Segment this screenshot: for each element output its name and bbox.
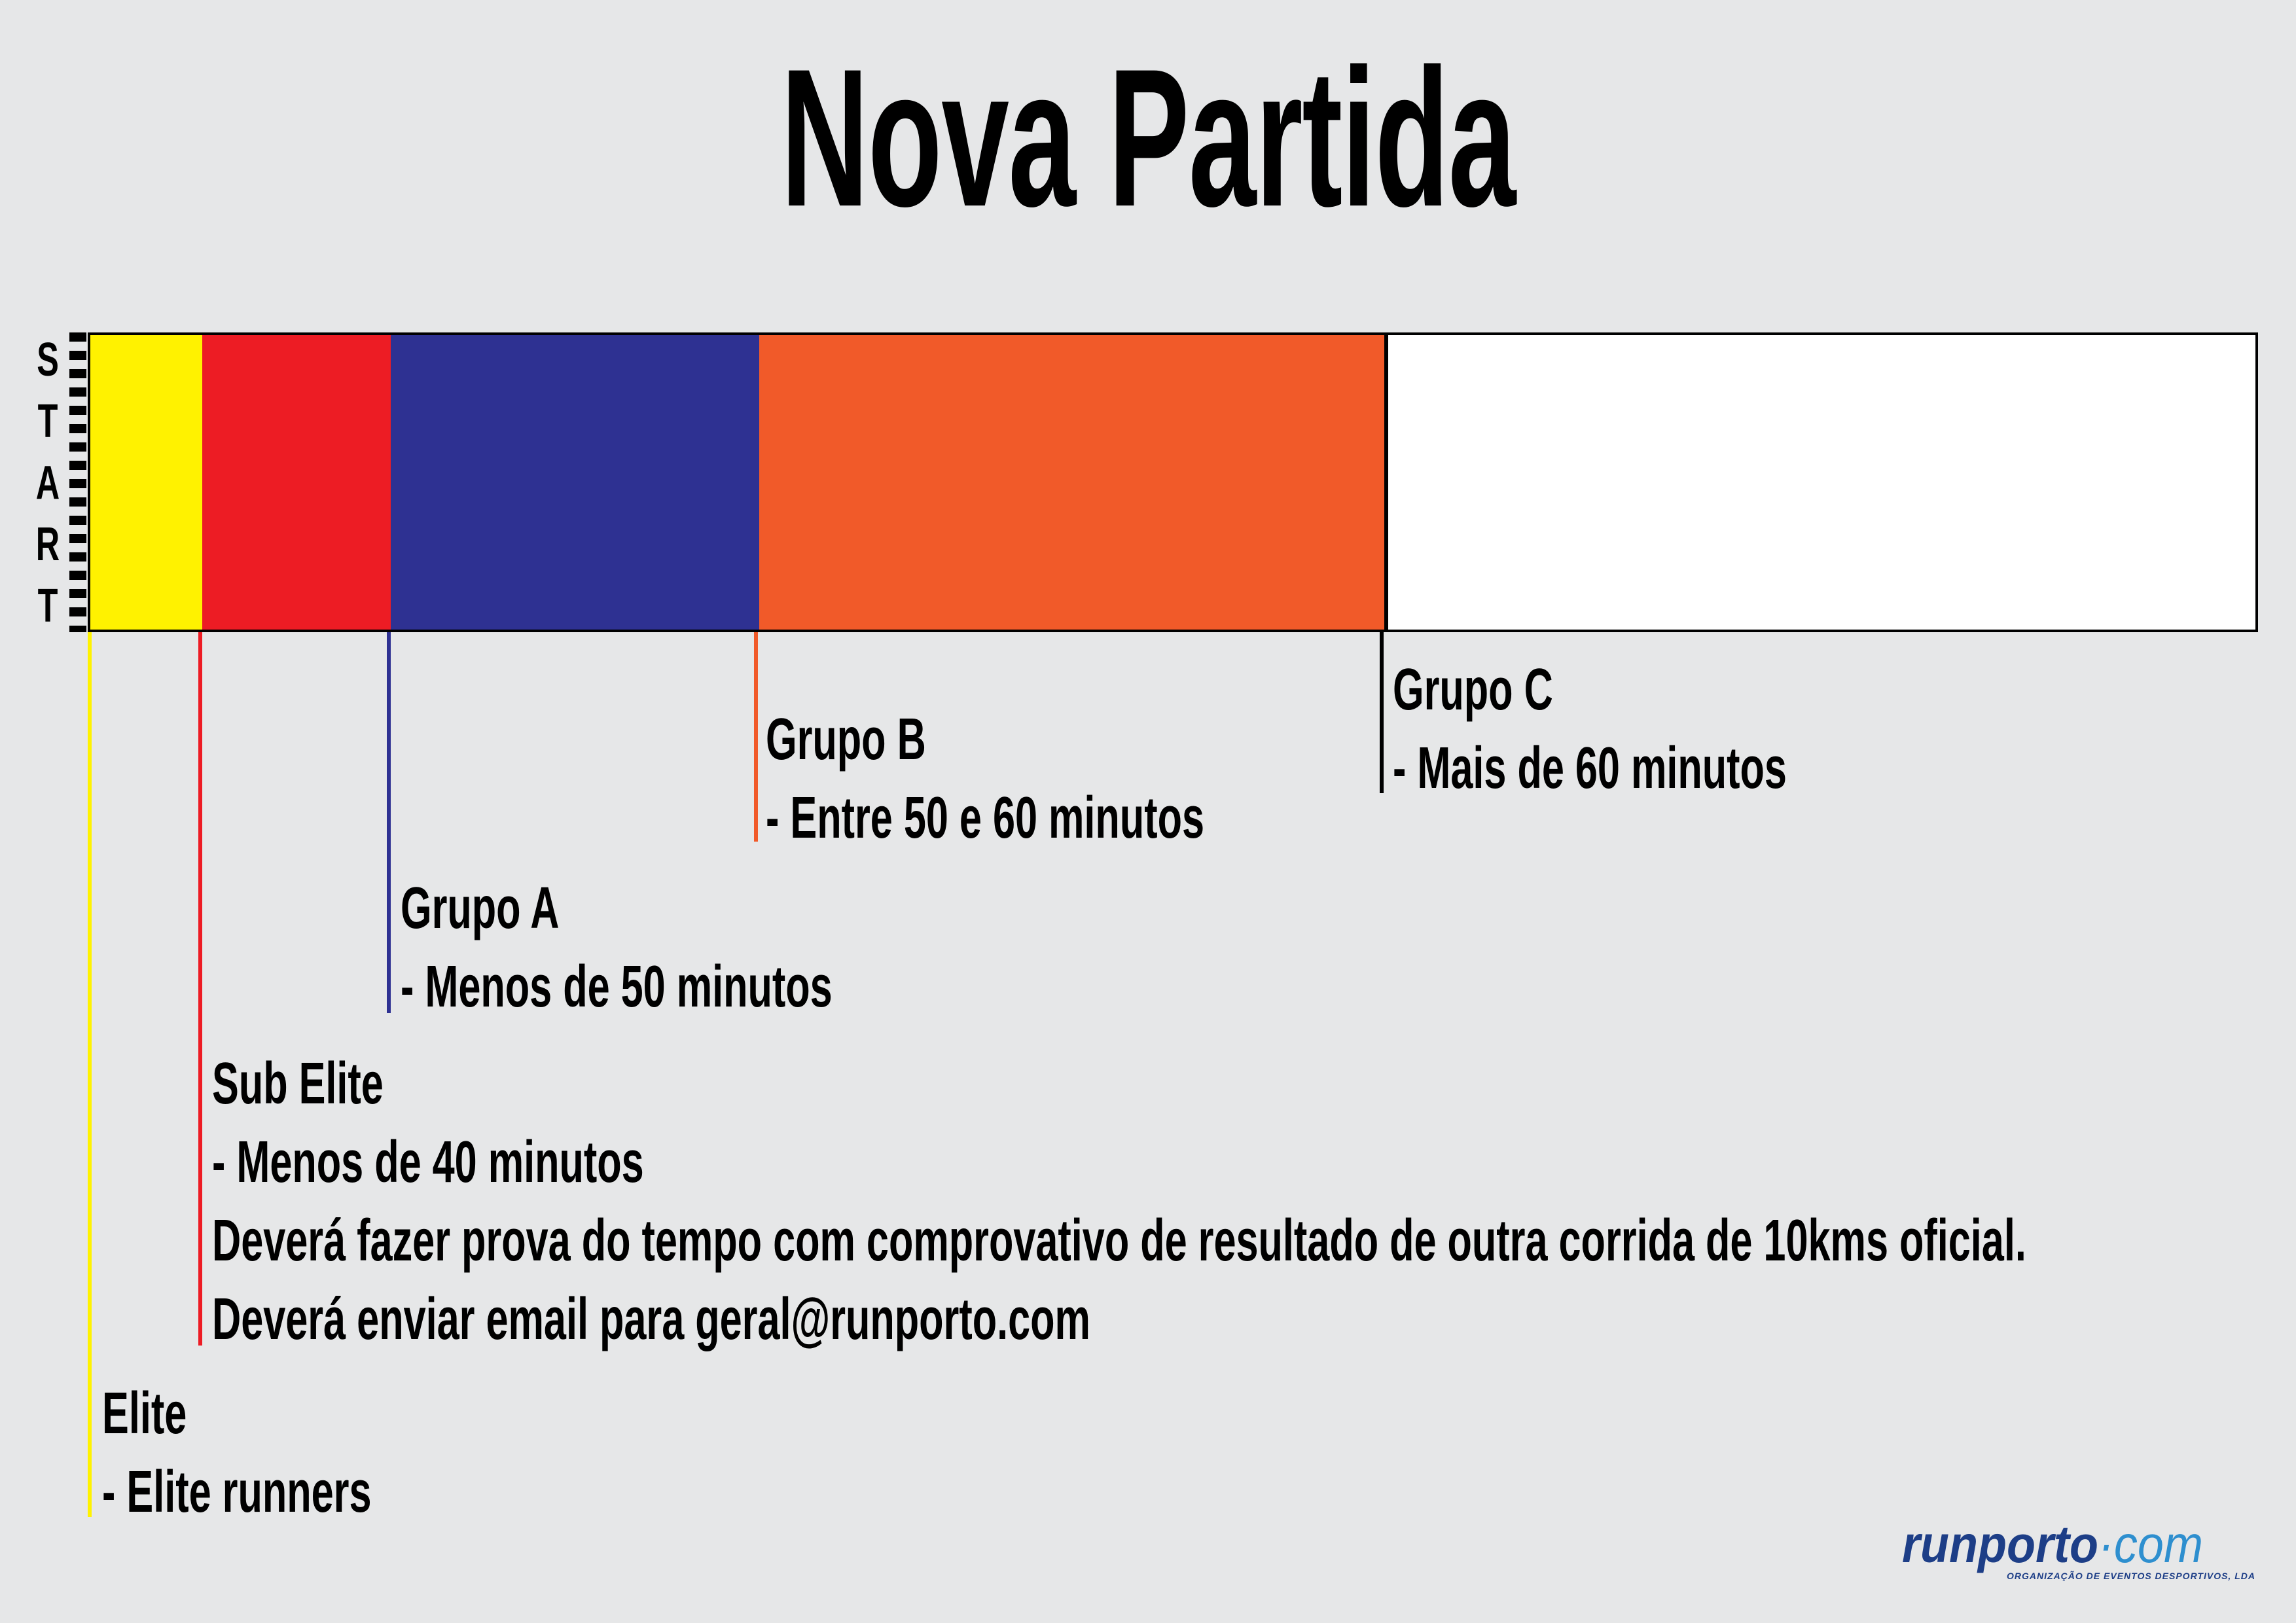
connector-line-grupo-c: [1380, 632, 1384, 793]
label-grupo-c: Grupo C - Mais de 60 minutos: [1393, 651, 1787, 808]
logo-dotcom: ·com: [2098, 1515, 2203, 1573]
connector-line-elite: [88, 632, 92, 1517]
group-description: - Elite runners: [102, 1459, 372, 1525]
start-letter: T: [37, 580, 58, 632]
start-line-marker: [69, 332, 86, 632]
group-description: - Entre 50 e 60 minutos: [766, 785, 1205, 851]
group-requirement: Deverá enviar email para geral@runporto.…: [212, 1287, 1090, 1352]
group-name: Elite: [102, 1381, 187, 1446]
connector-line-grupo-a: [387, 632, 391, 1013]
group-name: Grupo C: [1393, 657, 1553, 722]
label-grupo-b: Grupo B - Entre 50 e 60 minutos: [766, 700, 1204, 857]
page-title: Nova Partida: [780, 27, 1516, 247]
group-name: Sub Elite: [212, 1051, 384, 1116]
connector-line-sub-elite: [198, 632, 202, 1346]
group-description: - Mais de 60 minutos: [1393, 736, 1787, 801]
start-letter: A: [35, 457, 60, 509]
start-letter: R: [35, 518, 60, 571]
label-sub-elite: Sub Elite - Menos de 40 minutos Deverá f…: [212, 1044, 2026, 1359]
logo-name: runporto: [1902, 1515, 2098, 1573]
group-name: Grupo A: [401, 876, 560, 941]
group-description: - Menos de 40 minutos: [212, 1130, 644, 1195]
corral-sub-elite: [202, 335, 391, 630]
group-requirement: Deverá fazer prova do tempo com comprova…: [212, 1208, 2026, 1274]
runporto-logo: runporto·com ORGANIZAÇÃO DE EVENTOS DESP…: [1902, 1518, 2255, 1584]
group-description: - Menos de 50 minutos: [401, 954, 833, 1020]
label-grupo-a: Grupo A - Menos de 50 minutos: [401, 869, 833, 1026]
start-corral-bar: [88, 332, 2258, 632]
label-elite: Elite - Elite runners: [102, 1374, 371, 1531]
start-letter: T: [37, 395, 58, 448]
start-letter: S: [37, 334, 59, 386]
connector-line-grupo-b: [754, 632, 758, 842]
logo-tagline: ORGANIZAÇÃO DE EVENTOS DESPORTIVOS, LDA: [2007, 1571, 2255, 1581]
corral-grupo-c: [1384, 335, 2255, 630]
start-label: S T A R T: [31, 335, 64, 631]
corral-grupo-b: [759, 335, 1384, 630]
logo-wordmark: runporto·com: [1902, 1518, 2203, 1571]
corral-elite: [90, 335, 202, 630]
group-name: Grupo B: [766, 707, 926, 772]
corral-grupo-a: [391, 335, 759, 630]
